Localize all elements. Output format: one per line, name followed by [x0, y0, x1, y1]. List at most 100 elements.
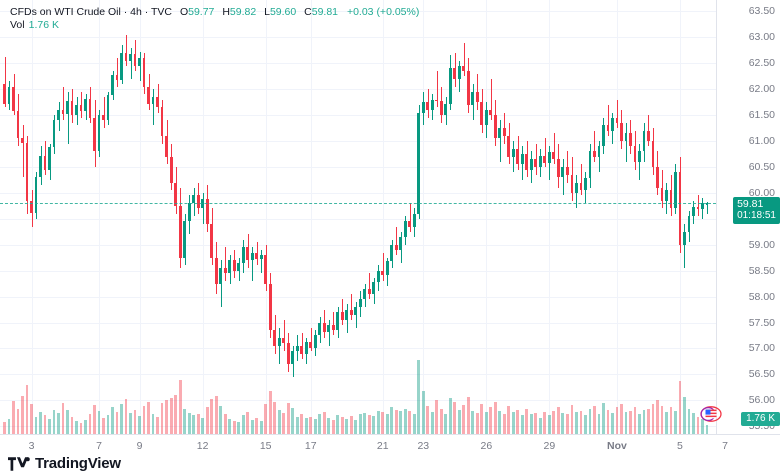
candle-body: [61, 109, 65, 115]
volume-bar: [228, 418, 232, 434]
price-tick-label: 57.00: [748, 342, 775, 355]
chart-plot-area[interactable]: [0, 0, 726, 434]
legend-symbol-row[interactable]: CFDs on WTI Crude Oil · 4h · TVC O59.77 …: [10, 6, 419, 19]
candle-body: [376, 270, 380, 283]
candle-body: [142, 58, 146, 87]
candle-body: [39, 155, 42, 178]
candle-wick: [594, 130, 596, 162]
volume-bar: [381, 412, 385, 434]
volume-bar: [12, 401, 15, 434]
volume-bar: [471, 410, 475, 434]
high-label: H: [222, 6, 230, 18]
volume-bar: [250, 419, 254, 434]
volume-bar: [340, 416, 344, 434]
volume-bar: [223, 414, 227, 434]
candle-body: [705, 202, 709, 205]
candle-body: [313, 335, 317, 349]
volume-bar: [547, 414, 551, 434]
candle-body: [309, 342, 313, 349]
candle-body: [21, 138, 24, 144]
candle-wick: [261, 249, 263, 274]
candle-body: [566, 166, 569, 175]
gridline-horizontal: [0, 63, 716, 65]
candle-body: [471, 91, 475, 105]
candle-body: [25, 143, 29, 201]
candle-body: [259, 255, 263, 260]
volume-bar: [430, 411, 434, 434]
candle-body: [196, 195, 200, 209]
candle-body: [250, 252, 254, 261]
volume-bar: [475, 413, 479, 434]
volume-bar: [484, 411, 488, 434]
volume-bar: [435, 400, 439, 434]
candle-body: [674, 172, 677, 209]
volume-bar: [466, 396, 470, 434]
volume-bar: [502, 413, 506, 434]
gridline-horizontal: [0, 89, 716, 91]
candle-body: [264, 255, 268, 284]
legend-volume-row[interactable]: Vol 1.76 K: [10, 19, 419, 32]
price-tick-label: 61.00: [748, 135, 775, 148]
price-tick-label: 58.00: [748, 290, 775, 303]
volume-bar: [593, 406, 596, 434]
time-axis[interactable]: 3 7 9 12 15 17 21 23 26 29 Nov 5 7: [0, 434, 780, 457]
candle-body: [430, 99, 434, 110]
candle-body: [97, 115, 101, 152]
volume-bar: [93, 405, 96, 434]
gridline-horizontal: [0, 115, 716, 117]
volume-bar: [642, 409, 646, 434]
candle-body: [300, 345, 304, 354]
gridline-horizontal: [0, 244, 716, 246]
symbol-title[interactable]: CFDs on WTI Crude Oil · 4h · TVC: [10, 6, 173, 18]
candle-body: [665, 190, 668, 201]
price-tick-label: 62.50: [748, 57, 775, 70]
candle-body: [615, 117, 619, 123]
candle-body: [624, 133, 628, 142]
volume-value: 1.76 K: [28, 19, 59, 31]
price-tick-label: 60.50: [748, 160, 775, 173]
volume-bar: [579, 410, 583, 434]
candle-wick: [553, 133, 555, 165]
candle-body: [426, 102, 430, 110]
volume-bar: [169, 398, 173, 434]
close-label: C: [304, 6, 312, 18]
candle-wick: [117, 58, 119, 87]
price-axis[interactable]: 63.50 63.00 62.50 62.00 61.50 61.00 60.50 60.00…: [716, 0, 780, 434]
candle-body: [84, 98, 87, 111]
volume-bar: [489, 407, 493, 434]
candle-wick: [103, 96, 105, 129]
volume-bar: [259, 421, 263, 434]
candle-body: [147, 86, 150, 104]
volume-bar: [363, 412, 367, 434]
price-tick-label: 63.00: [748, 31, 775, 44]
volume-bar: [638, 414, 641, 434]
candle-body: [493, 115, 497, 139]
candle-body: [268, 283, 272, 331]
volume-bar: [336, 415, 340, 434]
candle-wick: [81, 91, 83, 118]
volume-bar: [97, 410, 101, 434]
candle-body: [336, 312, 340, 331]
candle-body: [534, 159, 538, 167]
candle-body: [52, 120, 56, 148]
gridline-horizontal: [0, 166, 716, 168]
candle-wick: [382, 252, 384, 282]
candle-body: [93, 117, 96, 152]
candle-body: [683, 231, 686, 245]
volume-bar: [566, 414, 569, 434]
price-tick-label: 63.50: [748, 5, 775, 18]
candle-body: [322, 322, 326, 332]
volume-bar: [88, 413, 92, 434]
gridline-vertical: [310, 0, 312, 434]
us-economic-event-marker[interactable]: [700, 406, 723, 422]
volume-bar: [633, 406, 637, 434]
candle-body: [457, 65, 461, 79]
candle-body: [696, 207, 700, 210]
last-price-line: [0, 202, 716, 204]
volume-bar: [151, 414, 155, 434]
candle-body: [178, 205, 182, 258]
tradingview-mark-icon: [8, 456, 30, 471]
volume-bar: [462, 405, 466, 434]
volume-bar: [448, 398, 452, 434]
